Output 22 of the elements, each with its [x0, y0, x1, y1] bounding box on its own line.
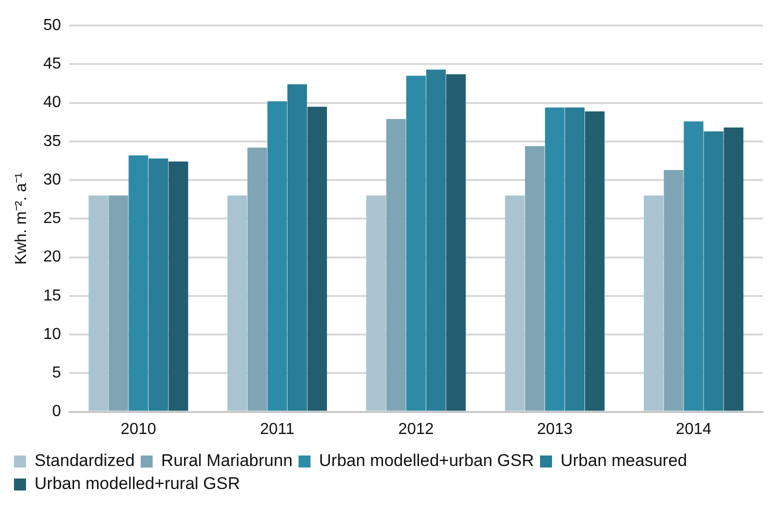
y-tick-label: 10 [43, 326, 62, 343]
y-tick-label: 5 [52, 364, 62, 382]
y-tick-label: 25 [43, 210, 62, 228]
legend-label: Urban modelled+urban GSR [319, 451, 534, 470]
y-tick-label: 0 [52, 403, 62, 420]
x-tick-label: 2014 [676, 420, 712, 438]
x-tick-label: 2012 [398, 420, 434, 438]
x-tick-label: 2013 [537, 420, 573, 438]
y-tick-label: 30 [43, 171, 62, 188]
legend-label: Urban modelled+rural GSR [34, 474, 240, 494]
y-tick-label: 35 [43, 132, 62, 150]
y-tick-label: 20 [43, 248, 62, 266]
y-axis-title: Kwh. m⁻². a⁻¹ [13, 172, 30, 265]
x-tick-label: 2010 [120, 420, 156, 438]
y-tick-label: 50 [43, 17, 62, 34]
x-tick-label: 2011 [260, 420, 295, 438]
legend-label: Urban measured [560, 451, 688, 470]
y-tick-label: 15 [43, 287, 62, 304]
legend-label: Standardized [34, 451, 135, 470]
y-tick-label: 45 [43, 56, 62, 73]
legend-label: Rural Mariabrunn [161, 451, 293, 470]
y-tick-label: 40 [43, 94, 62, 112]
